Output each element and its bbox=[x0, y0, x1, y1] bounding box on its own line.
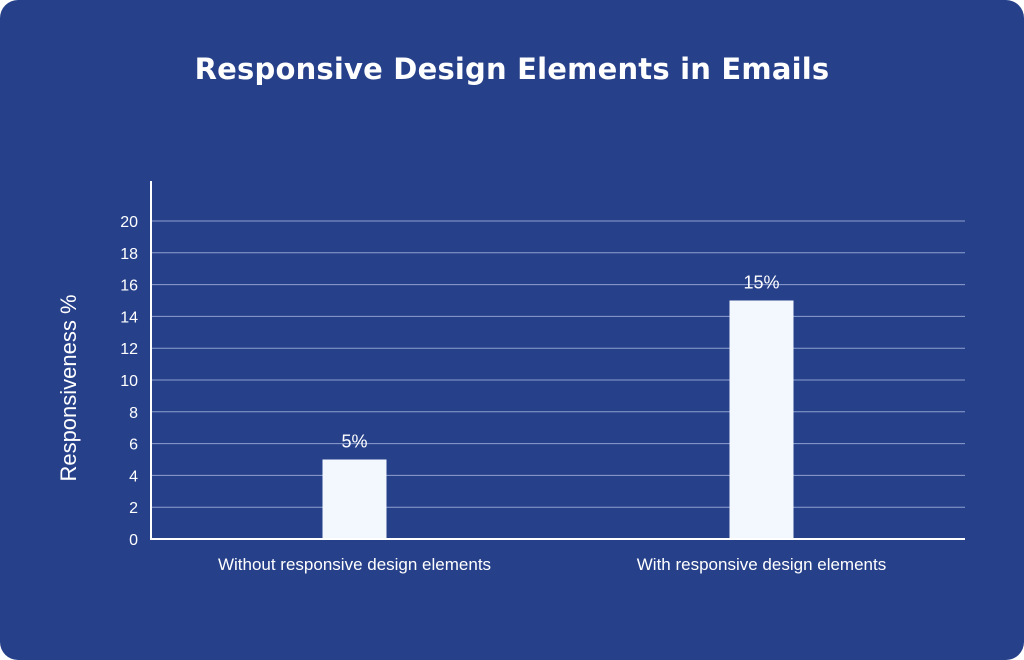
y-axis-label: Responsiveness % bbox=[56, 294, 81, 481]
y-tick-labels: 0 2 4 6 8 10 12 14 16 18 20 bbox=[120, 214, 138, 549]
y-tick-label: 8 bbox=[129, 405, 138, 422]
y-tick-label: 4 bbox=[129, 468, 138, 485]
y-tick-label: 2 bbox=[129, 500, 138, 517]
axes bbox=[150, 181, 965, 540]
y-tick-label: 20 bbox=[120, 214, 138, 231]
y-tick-label: 10 bbox=[120, 373, 138, 390]
data-label: 15% bbox=[743, 273, 779, 293]
data-labels: 5% 15% bbox=[341, 273, 779, 452]
bar bbox=[729, 300, 794, 539]
category-label: Without responsive design elements bbox=[218, 555, 491, 574]
y-tick-label: 16 bbox=[120, 278, 138, 295]
y-tick-label: 0 bbox=[129, 532, 138, 549]
data-label: 5% bbox=[341, 432, 367, 452]
category-label: With responsive design elements bbox=[637, 555, 886, 574]
gridlines bbox=[151, 220, 965, 508]
bar bbox=[322, 459, 387, 539]
x-category-labels: Without responsive design elements With r… bbox=[218, 555, 886, 574]
y-tick-label: 12 bbox=[120, 341, 138, 358]
bars bbox=[322, 300, 794, 539]
y-tick-label: 18 bbox=[120, 246, 138, 263]
y-tick-label: 14 bbox=[120, 309, 138, 326]
chart-title: Responsive Design Elements in Emails bbox=[194, 52, 830, 86]
y-tick-label: 6 bbox=[129, 437, 138, 454]
